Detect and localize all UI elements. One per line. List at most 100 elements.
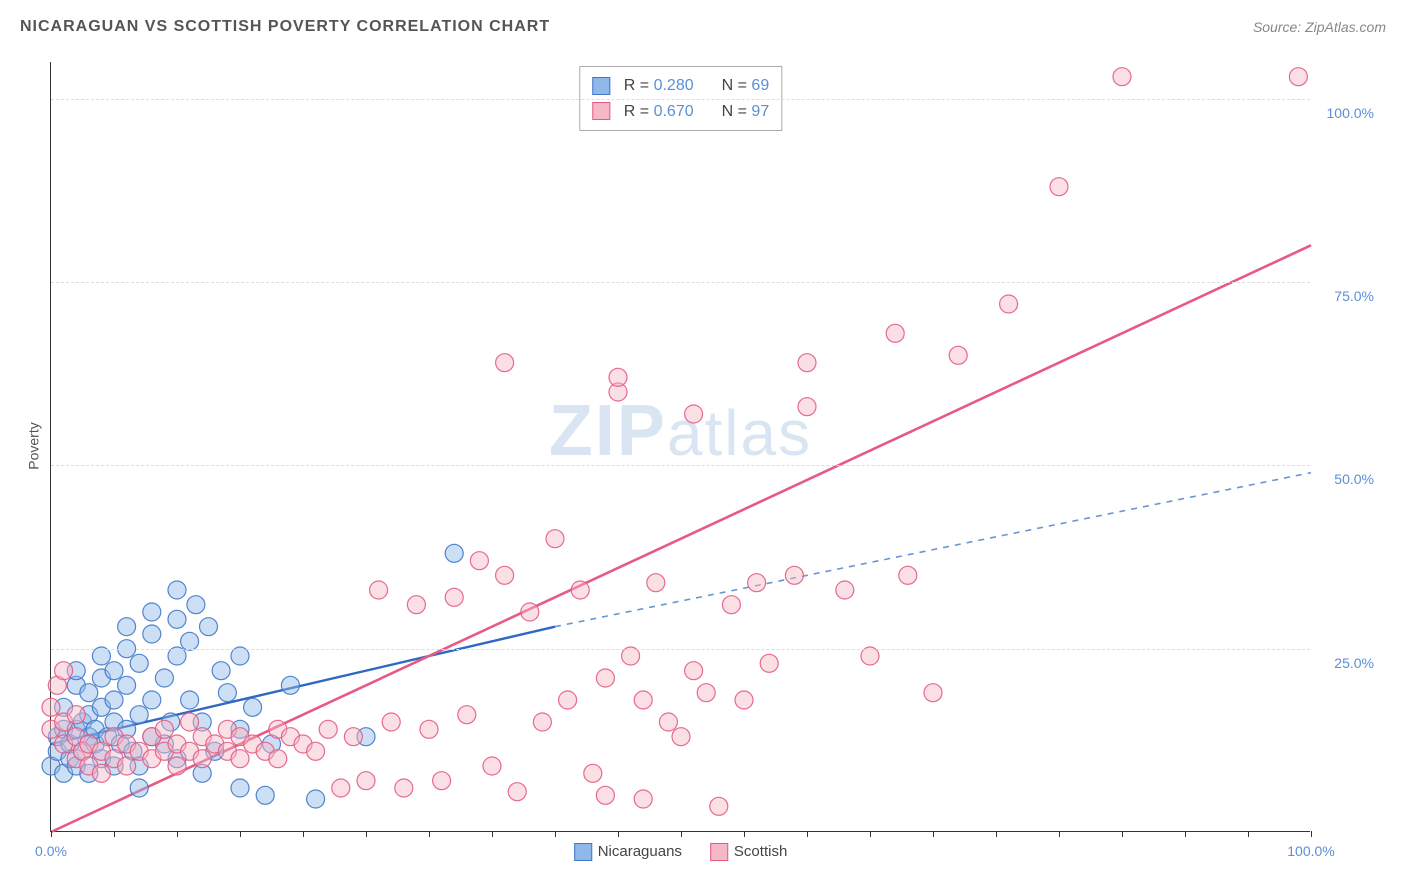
- data-point: [861, 647, 879, 665]
- x-tick: [492, 831, 493, 837]
- y-tick-label: 25.0%: [1334, 655, 1374, 671]
- x-tick: [555, 831, 556, 837]
- legend-swatch-icon: [574, 843, 592, 861]
- stats-legend-row: R = 0.670N = 97: [592, 99, 769, 125]
- data-point: [710, 797, 728, 815]
- x-tick: [1122, 831, 1123, 837]
- data-point: [80, 684, 98, 702]
- data-point: [187, 596, 205, 614]
- data-point: [143, 603, 161, 621]
- legend-swatch-icon: [592, 77, 610, 95]
- data-point: [382, 713, 400, 731]
- data-point: [634, 691, 652, 709]
- data-point: [735, 691, 753, 709]
- chart-svg: [51, 62, 1310, 831]
- data-point: [181, 713, 199, 731]
- regression-line-extension: [555, 473, 1311, 627]
- data-point: [42, 698, 60, 716]
- gridline: [51, 99, 1310, 100]
- data-point: [685, 405, 703, 423]
- x-axis-legend: NicaraguansScottish: [574, 843, 788, 861]
- gridline: [51, 465, 1310, 466]
- x-min-label: 0.0%: [35, 843, 67, 859]
- data-point: [722, 596, 740, 614]
- data-point: [748, 574, 766, 592]
- gridline: [51, 649, 1310, 650]
- data-point: [231, 779, 249, 797]
- chart-title: NICARAGUAN VS SCOTTISH POVERTY CORRELATI…: [20, 18, 550, 36]
- data-point: [508, 783, 526, 801]
- data-point: [92, 647, 110, 665]
- x-tick: [870, 831, 871, 837]
- data-point: [118, 757, 136, 775]
- x-tick: [1059, 831, 1060, 837]
- data-point: [395, 779, 413, 797]
- data-point: [433, 772, 451, 790]
- data-point: [1113, 68, 1131, 86]
- data-point: [118, 676, 136, 694]
- data-point: [344, 728, 362, 746]
- gridline: [51, 282, 1310, 283]
- data-point: [130, 779, 148, 797]
- x-tick: [177, 831, 178, 837]
- data-point: [785, 566, 803, 584]
- data-point: [269, 750, 287, 768]
- data-point: [307, 790, 325, 808]
- data-point: [168, 581, 186, 599]
- data-point: [533, 713, 551, 731]
- y-axis-label: Poverty: [26, 422, 42, 469]
- data-point: [281, 676, 299, 694]
- y-tick-label: 50.0%: [1334, 471, 1374, 487]
- data-point: [244, 698, 262, 716]
- data-point: [143, 691, 161, 709]
- data-point: [200, 618, 218, 636]
- data-point: [319, 720, 337, 738]
- x-tick: [744, 831, 745, 837]
- plot-area: ZIPatlas R = 0.280N = 69R = 0.670N = 97 …: [50, 62, 1310, 832]
- data-point: [256, 786, 274, 804]
- data-point: [546, 530, 564, 548]
- data-point: [470, 552, 488, 570]
- data-point: [622, 647, 640, 665]
- data-point: [130, 706, 148, 724]
- data-point: [212, 662, 230, 680]
- x-tick: [681, 831, 682, 837]
- data-point: [836, 581, 854, 599]
- x-tick: [996, 831, 997, 837]
- data-point: [596, 669, 614, 687]
- data-point: [181, 632, 199, 650]
- x-tick: [303, 831, 304, 837]
- data-point: [634, 790, 652, 808]
- data-point: [55, 662, 73, 680]
- data-point: [155, 669, 173, 687]
- x-tick: [1311, 831, 1312, 837]
- data-point: [168, 610, 186, 628]
- data-point: [924, 684, 942, 702]
- data-point: [118, 618, 136, 636]
- y-tick-label: 100.0%: [1327, 105, 1374, 121]
- data-point: [647, 574, 665, 592]
- data-point: [886, 324, 904, 342]
- x-tick: [807, 831, 808, 837]
- data-point: [92, 764, 110, 782]
- data-point: [496, 354, 514, 372]
- x-tick: [429, 831, 430, 837]
- legend-swatch-icon: [592, 102, 610, 120]
- x-tick: [1185, 831, 1186, 837]
- data-point: [458, 706, 476, 724]
- x-legend-item: Nicaraguans: [574, 843, 682, 861]
- data-point: [155, 720, 173, 738]
- x-tick: [366, 831, 367, 837]
- data-point: [521, 603, 539, 621]
- data-point: [420, 720, 438, 738]
- data-point: [685, 662, 703, 680]
- data-point: [1050, 178, 1068, 196]
- header-row: NICARAGUAN VS SCOTTISH POVERTY CORRELATI…: [20, 18, 1386, 36]
- x-tick: [1248, 831, 1249, 837]
- data-point: [445, 544, 463, 562]
- data-point: [571, 581, 589, 599]
- data-point: [1289, 68, 1307, 86]
- x-tick: [618, 831, 619, 837]
- data-point: [596, 786, 614, 804]
- data-point: [1000, 295, 1018, 313]
